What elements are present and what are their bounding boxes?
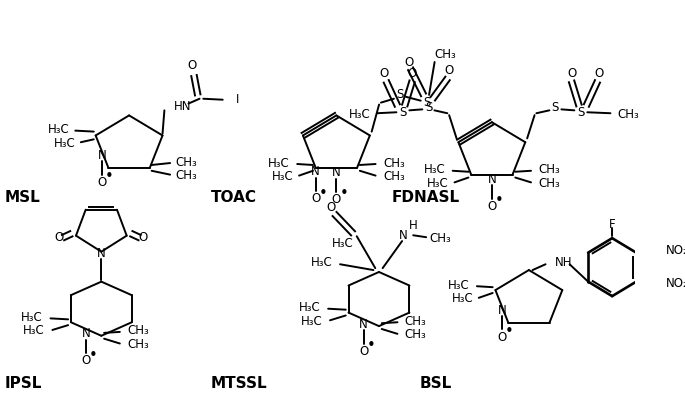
Text: H₃C: H₃C <box>427 177 449 190</box>
Text: H: H <box>409 219 418 232</box>
Text: CH₃: CH₃ <box>127 324 149 337</box>
Text: H₃C: H₃C <box>448 279 469 292</box>
Text: •: • <box>340 186 348 201</box>
Text: NO₂: NO₂ <box>666 277 685 290</box>
Text: O: O <box>326 201 336 214</box>
Text: CH₃: CH₃ <box>175 169 197 182</box>
Text: HN: HN <box>173 100 191 113</box>
Text: NO₂: NO₂ <box>666 244 685 257</box>
Text: MSL: MSL <box>5 190 40 205</box>
Text: S: S <box>423 96 431 109</box>
Text: H₃C: H₃C <box>48 123 70 136</box>
Text: NH: NH <box>555 256 572 269</box>
Text: N: N <box>360 318 368 331</box>
Text: N: N <box>98 149 106 162</box>
Text: H₃C: H₃C <box>423 163 445 176</box>
Text: CH₃: CH₃ <box>430 232 451 245</box>
Text: I: I <box>236 93 239 106</box>
Text: O: O <box>139 231 148 244</box>
Text: CH₃: CH₃ <box>538 177 560 190</box>
Text: CH₃: CH₃ <box>538 163 560 176</box>
Text: O: O <box>379 67 389 80</box>
Text: •: • <box>105 169 114 184</box>
Text: H₃C: H₃C <box>299 301 321 314</box>
Text: •: • <box>89 348 98 362</box>
Text: MTSSL: MTSSL <box>210 376 267 392</box>
Text: S: S <box>577 106 584 119</box>
Text: BSL: BSL <box>420 376 452 392</box>
Text: CH₃: CH₃ <box>383 170 405 183</box>
Text: CH₃: CH₃ <box>175 156 197 169</box>
Text: H₃C: H₃C <box>349 108 371 121</box>
Text: •: • <box>505 324 514 339</box>
Text: N: N <box>332 166 340 179</box>
Text: O: O <box>445 64 454 77</box>
Text: IPSL: IPSL <box>5 376 42 392</box>
Text: H₃C: H₃C <box>311 256 333 269</box>
Text: FDNASL: FDNASL <box>391 190 460 205</box>
Text: O: O <box>487 200 497 213</box>
Text: H₃C: H₃C <box>21 311 43 324</box>
Text: CH₃: CH₃ <box>383 156 405 169</box>
Text: O: O <box>567 67 576 80</box>
Text: N: N <box>312 165 320 178</box>
Text: O: O <box>82 354 90 367</box>
Text: TOAC: TOAC <box>210 190 257 205</box>
Text: O: O <box>497 331 506 344</box>
Text: •: • <box>366 338 375 353</box>
Text: H₃C: H₃C <box>268 156 290 169</box>
Text: S: S <box>425 101 432 114</box>
Text: CH₃: CH₃ <box>405 315 427 328</box>
Text: N: N <box>82 327 90 340</box>
Text: S: S <box>396 88 403 101</box>
Text: O: O <box>359 345 369 358</box>
Text: F: F <box>609 218 616 231</box>
Text: O: O <box>188 59 197 72</box>
Text: N: N <box>488 173 496 186</box>
Text: N: N <box>399 229 408 242</box>
Text: H₃C: H₃C <box>301 315 323 328</box>
Text: O: O <box>404 56 413 69</box>
Text: H₃C: H₃C <box>332 238 354 251</box>
Text: CH₃: CH₃ <box>127 338 149 351</box>
Text: CH₃: CH₃ <box>405 328 427 341</box>
Text: O: O <box>595 67 604 80</box>
Text: H₃C: H₃C <box>272 170 293 183</box>
Text: N: N <box>497 304 506 317</box>
Text: O: O <box>97 176 107 189</box>
Text: S: S <box>551 101 558 114</box>
Text: N: N <box>97 247 105 260</box>
Text: O: O <box>55 231 64 244</box>
Text: CH₃: CH₃ <box>618 108 640 121</box>
Text: H₃C: H₃C <box>23 324 45 337</box>
Text: O: O <box>311 192 321 205</box>
Text: H₃C: H₃C <box>53 137 75 150</box>
Text: CH₃: CH₃ <box>434 48 456 61</box>
Text: •: • <box>319 186 327 201</box>
Text: S: S <box>399 106 407 119</box>
Text: •: • <box>495 193 503 208</box>
Text: O: O <box>408 67 416 80</box>
Text: O: O <box>332 193 341 206</box>
Text: H₃C: H₃C <box>451 292 473 305</box>
